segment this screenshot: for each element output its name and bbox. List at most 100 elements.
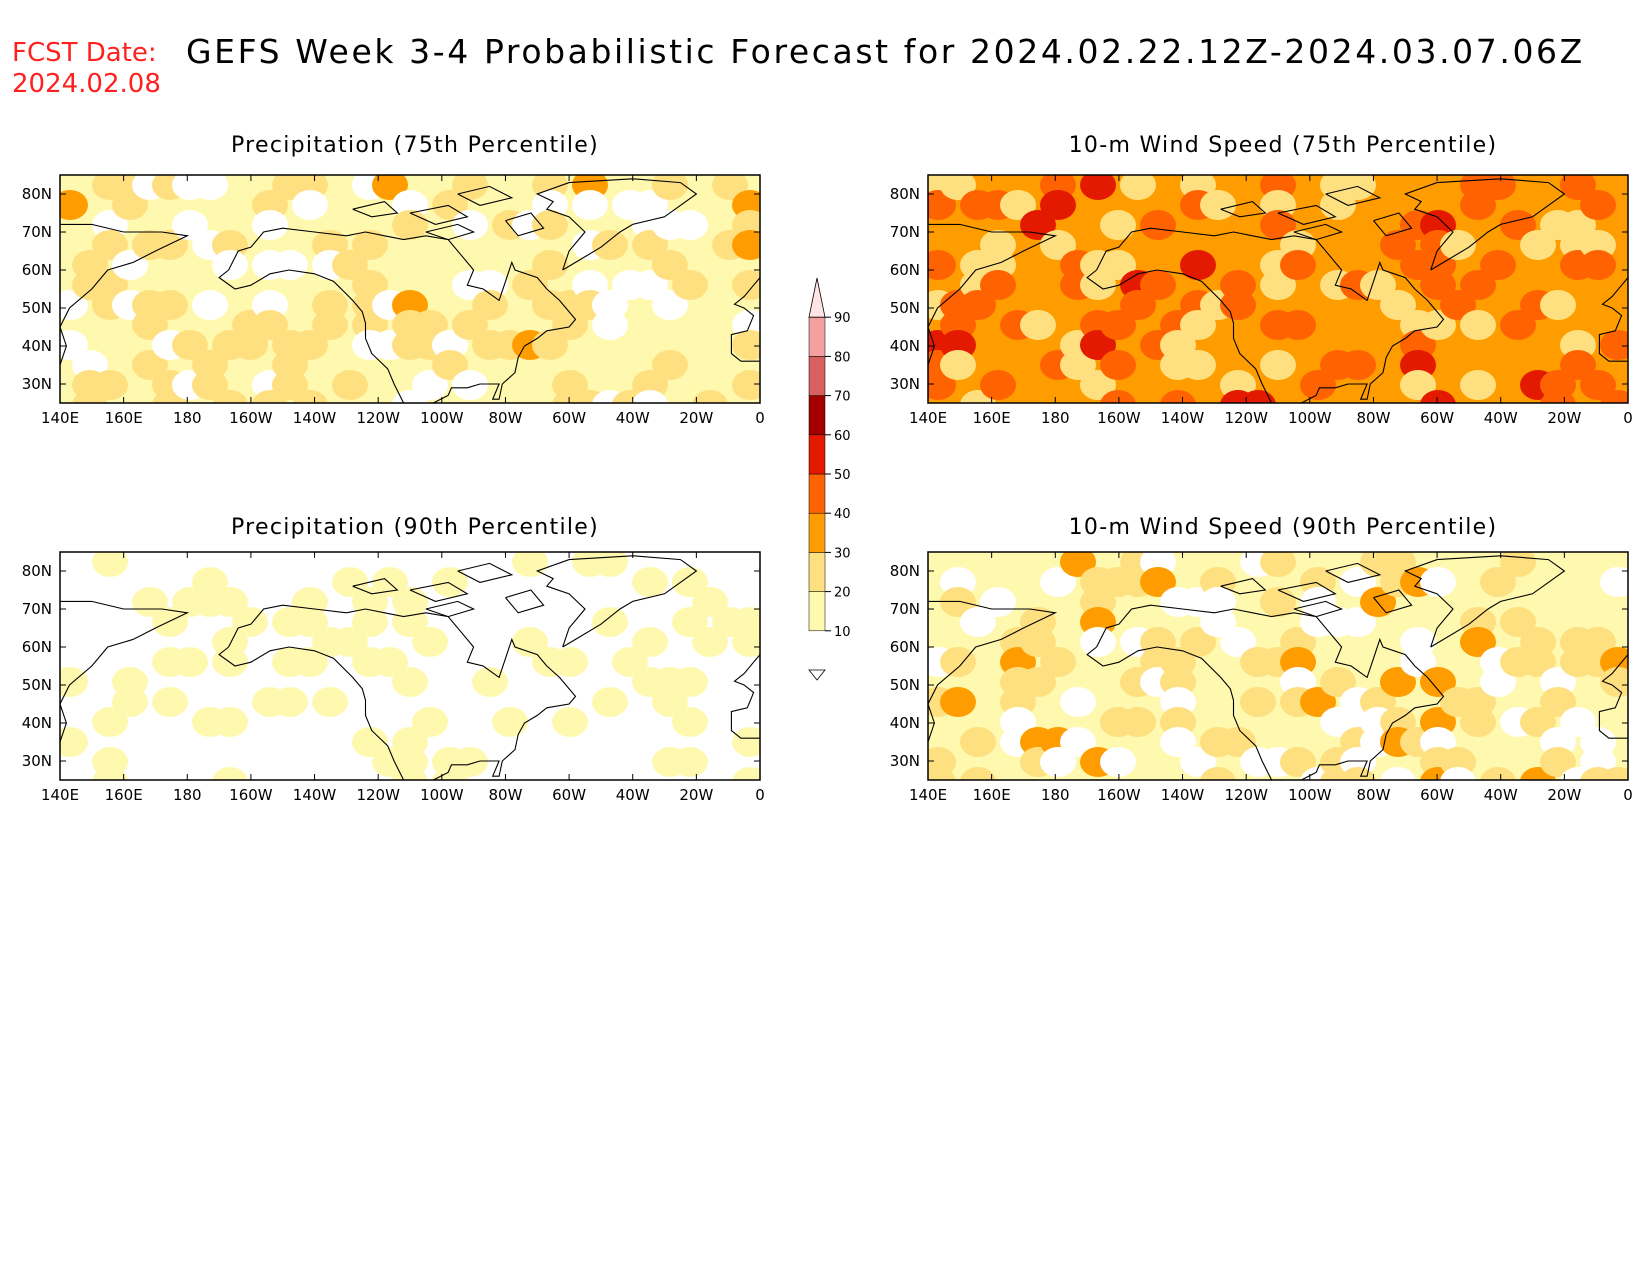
colorbar-segment (808, 356, 826, 396)
lat-tick-label: 60N (22, 261, 52, 279)
lon-tick-label: 160E (973, 409, 1011, 427)
colorbar-segment (808, 395, 826, 436)
lon-tick-label: 160E (105, 786, 143, 804)
lon-tick-label: 120W (1224, 409, 1268, 427)
lon-tick-label: 40W (616, 409, 650, 427)
lat-tick-label: 80N (22, 562, 52, 580)
lat-tick-label: 40N (22, 337, 52, 355)
lat-tick-label: 30N (22, 375, 52, 393)
lon-tick-label: 160W (1097, 409, 1141, 427)
lon-tick-label: 180 (1041, 409, 1070, 427)
lon-tick-label: 140W (293, 786, 337, 804)
lon-tick-label: 100W (420, 409, 464, 427)
lon-tick-label: 120W (356, 409, 400, 427)
colorbar-segment (808, 669, 826, 681)
coastlines (928, 178, 1628, 403)
lon-tick-label: 180 (1041, 786, 1070, 804)
colorbar-tick-label: 20 (834, 586, 851, 601)
lon-tick-label: 140E (41, 786, 79, 804)
lat-tick-label: 70N (22, 600, 52, 618)
lon-tick-label: 0 (1623, 409, 1633, 427)
lat-tick-label: 80N (22, 185, 52, 203)
colorbar-segment (808, 552, 826, 592)
lon-tick-label: 20W (679, 786, 713, 804)
fcst-date-block: FCST Date: 2024.02.08 (12, 38, 161, 100)
colorbar-segment (808, 591, 826, 632)
probability-field (928, 175, 1628, 403)
map-panel-p75: 140E 160E 180 160W 140W 120W 100W 80W 60W 40W 20W 0… (22, 174, 765, 427)
colorbar: 10 20 30 40 50 60 70 80 90 (808, 277, 851, 681)
lon-tick-label: 80W (488, 409, 522, 427)
lat-tick-label: 40N (890, 714, 920, 732)
lon-tick-label: 120W (1224, 786, 1268, 804)
lat-tick-label: 40N (890, 337, 920, 355)
lon-tick-label: 180 (173, 786, 202, 804)
lat-tick-label: 50N (22, 676, 52, 694)
lat-tick-label: 30N (890, 375, 920, 393)
colorbar-tick-label: 90 (834, 311, 851, 326)
lon-tick-label: 160E (973, 786, 1011, 804)
map-frame (59, 551, 761, 781)
map-panel-w90: 140E 160E 180 160W 140W 120W 100W 80W 60W 40W 20W 0… (890, 551, 1633, 804)
colorbar-tick-label: 50 (834, 468, 851, 483)
lat-tick-label: 50N (22, 299, 52, 317)
lon-tick-label: 20W (1547, 786, 1581, 804)
colorbar-segment (808, 277, 826, 318)
map-frame (927, 551, 1629, 781)
probability-field (60, 175, 760, 403)
lon-tick-label: 20W (679, 409, 713, 427)
lon-tick-label: 140E (41, 409, 79, 427)
colorbar-tick-label: 10 (834, 625, 851, 640)
lon-tick-label: 160W (229, 786, 273, 804)
lon-tick-label: 140W (1161, 786, 1205, 804)
lon-tick-label: 60W (1420, 409, 1454, 427)
lon-tick-label: 60W (1420, 786, 1454, 804)
lon-tick-label: 0 (755, 786, 765, 804)
lon-tick-label: 160W (229, 409, 273, 427)
map-panel-w75: 140E 160E 180 160W 140W 120W 100W 80W 60W 40W 20W 0… (890, 174, 1633, 427)
lon-tick-label: 60W (552, 409, 586, 427)
colorbar-tick-label: 30 (834, 546, 851, 561)
lon-tick-label: 140W (293, 409, 337, 427)
lat-tick-label: 70N (890, 223, 920, 241)
panel-title-precip-75: Precipitation (75th Percentile) (230, 133, 600, 158)
lon-tick-label: 40W (1484, 786, 1518, 804)
lon-tick-label: 140E (909, 786, 947, 804)
lon-tick-label: 120W (356, 786, 400, 804)
coastlines (928, 555, 1628, 780)
lat-tick-label: 60N (890, 261, 920, 279)
lon-tick-label: 140E (909, 409, 947, 427)
lat-tick-label: 30N (22, 752, 52, 770)
panel-title-wind-90: 10-m Wind Speed (90th Percentile) (1068, 515, 1498, 540)
lon-tick-label: 140W (1161, 409, 1205, 427)
lat-tick-label: 70N (890, 600, 920, 618)
lon-tick-label: 80W (1356, 409, 1390, 427)
fcst-date-value: 2024.02.08 (12, 69, 161, 99)
lon-tick-label: 20W (1547, 409, 1581, 427)
map-frame (59, 174, 761, 404)
panel-title-wind-75: 10-m Wind Speed (75th Percentile) (1068, 133, 1498, 158)
fcst-date-label: FCST Date: (12, 38, 157, 68)
map-panel-p90: 140E 160E 180 160W 140W 120W 100W 80W 60W 40W 20W 0… (22, 551, 765, 804)
lon-tick-label: 40W (616, 786, 650, 804)
colorbar-tick-label: 40 (834, 507, 851, 522)
colorbar-segment (808, 473, 826, 514)
lat-tick-label: 70N (22, 223, 52, 241)
lon-tick-label: 180 (173, 409, 202, 427)
lon-tick-label: 160W (1097, 786, 1141, 804)
lat-tick-label: 30N (890, 752, 920, 770)
lon-tick-label: 80W (1356, 786, 1390, 804)
map-frame (927, 174, 1629, 404)
colorbar-tick-label: 80 (834, 350, 851, 365)
probability-field (928, 552, 1628, 780)
lat-tick-label: 80N (890, 185, 920, 203)
panel-title-precip-90: Precipitation (90th Percentile) (230, 515, 600, 540)
colorbar-segment (808, 316, 826, 357)
lat-tick-label: 60N (890, 638, 920, 656)
lon-tick-label: 0 (755, 409, 765, 427)
lon-tick-label: 80W (488, 786, 522, 804)
lon-tick-label: 100W (1288, 409, 1332, 427)
lon-tick-label: 0 (1623, 786, 1633, 804)
colorbar-tick-label: 70 (834, 390, 851, 405)
